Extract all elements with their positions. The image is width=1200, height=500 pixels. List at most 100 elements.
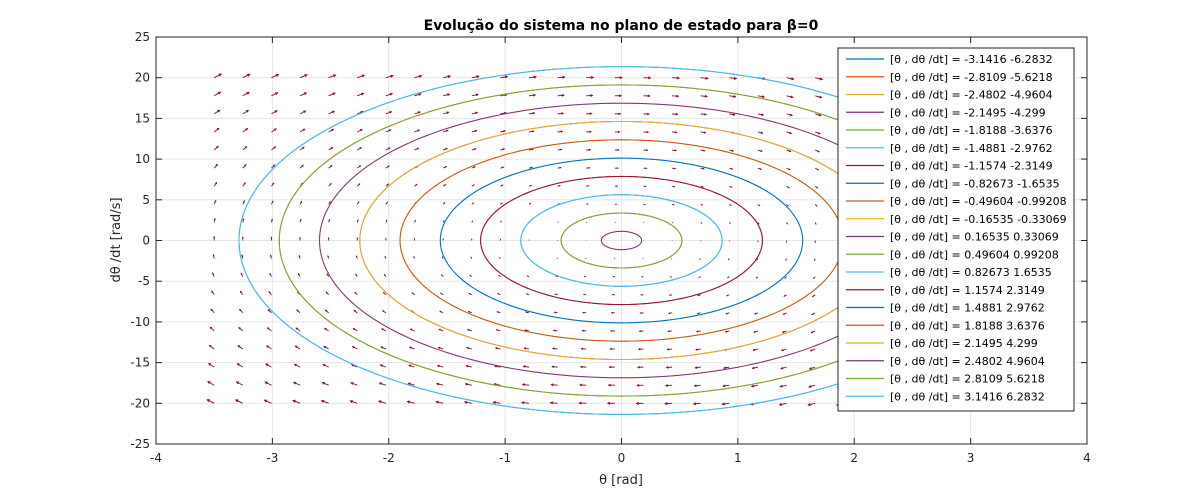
vector-arrow-head bbox=[695, 348, 698, 351]
vector-arrow bbox=[378, 400, 387, 404]
vector-arrow-head bbox=[217, 91, 222, 95]
legend-entry: [θ , dθ /dt] = 2.1495 4.299 bbox=[890, 337, 1038, 350]
vector-arrow-head bbox=[298, 272, 300, 275]
vector-arrow bbox=[464, 401, 472, 404]
vector-arrow-head bbox=[617, 148, 620, 152]
vector-arrow-head bbox=[753, 330, 756, 333]
vector-arrow bbox=[815, 95, 822, 98]
vector-arrow bbox=[443, 75, 451, 79]
vector-arrow-head bbox=[240, 272, 243, 275]
vector-arrow-head bbox=[704, 94, 708, 98]
vector-arrow-head bbox=[730, 186, 733, 188]
x-tick-label: -4 bbox=[150, 451, 162, 465]
vector-arrow-head bbox=[524, 311, 528, 314]
vector-arrow-head bbox=[784, 277, 786, 279]
vector-arrow-head bbox=[504, 75, 509, 79]
vector-arrow-head bbox=[616, 167, 619, 169]
vector-arrow bbox=[443, 93, 450, 97]
vector-arrow bbox=[237, 363, 244, 368]
vector-arrow-head bbox=[389, 111, 393, 114]
vector-arrow-head bbox=[263, 399, 268, 403]
vector-arrow-head bbox=[666, 348, 670, 351]
vector-arrow-head bbox=[302, 128, 306, 131]
vector-arrow bbox=[235, 399, 244, 404]
vector-arrow-head bbox=[702, 186, 704, 188]
legend-entry: [θ , dθ /dt] = 0.16535 0.33069 bbox=[890, 231, 1059, 244]
vector-arrow bbox=[357, 74, 365, 79]
vector-arrow-head bbox=[446, 129, 449, 132]
vector-arrow bbox=[786, 95, 793, 98]
vector-arrow bbox=[557, 94, 564, 97]
vector-arrow-head bbox=[668, 312, 671, 315]
vector-arrow-head bbox=[579, 383, 583, 387]
vector-arrow bbox=[757, 95, 765, 98]
x-tick-label: -1 bbox=[499, 451, 511, 465]
vector-arrow-head bbox=[579, 365, 583, 369]
vector-arrow-head bbox=[266, 327, 270, 330]
chart-title: Evolução do sistema no plano de estado p… bbox=[424, 18, 819, 34]
vector-arrow-head bbox=[271, 200, 274, 203]
vector-arrow bbox=[328, 110, 335, 115]
vector-arrow-head bbox=[618, 94, 623, 98]
vector-arrow-head bbox=[787, 186, 790, 189]
vector-arrow bbox=[213, 91, 221, 97]
y-tick-label: 20 bbox=[135, 71, 150, 85]
vector-arrow-head bbox=[816, 186, 819, 189]
vector-arrow-head bbox=[646, 130, 650, 134]
vector-arrow-head bbox=[247, 73, 251, 77]
vector-arrow-head bbox=[440, 274, 443, 276]
vector-arrow-head bbox=[664, 402, 668, 406]
vector-arrow-head bbox=[268, 290, 271, 294]
vector-arrow-head bbox=[675, 131, 678, 134]
vector-arrow-head bbox=[435, 382, 440, 386]
vector-arrow bbox=[700, 95, 707, 97]
vector-arrow-head bbox=[272, 164, 276, 167]
vector-arrow-head bbox=[208, 344, 212, 348]
vector-arrow-head bbox=[379, 364, 383, 367]
vector-arrow-head bbox=[357, 219, 359, 221]
vector-arrow-head bbox=[466, 346, 469, 350]
vector-arrow-head bbox=[243, 200, 245, 203]
vector-arrow-head bbox=[552, 329, 556, 332]
vector-arrow bbox=[694, 384, 701, 387]
vector-arrow-head bbox=[215, 163, 218, 167]
vector-arrow-head bbox=[212, 272, 214, 275]
vector-arrow-head bbox=[523, 347, 527, 350]
vector-arrow-head bbox=[357, 201, 360, 204]
vector-arrow bbox=[815, 77, 823, 80]
y-tick-label: 0 bbox=[142, 234, 150, 248]
vector-arrow bbox=[299, 92, 307, 97]
vector-arrow-head bbox=[703, 149, 706, 152]
vector-arrow-head bbox=[274, 128, 277, 131]
vector-arrow-head bbox=[646, 112, 650, 116]
vector-arrow-head bbox=[665, 366, 669, 369]
vector-arrow-head bbox=[812, 277, 815, 280]
legend-entry: [θ , dθ /dt] = 3.1416 6.2832 bbox=[890, 390, 1045, 403]
x-tick-label: 1 bbox=[734, 451, 742, 465]
vector-arrow bbox=[557, 76, 565, 79]
vector-arrow-head bbox=[245, 109, 250, 113]
vector-arrow-head bbox=[267, 309, 270, 312]
legend-entry: [θ , dθ /dt] = 0.82673 1.6535 bbox=[890, 266, 1052, 279]
vector-arrow bbox=[808, 384, 816, 388]
vector-arrow-head bbox=[789, 131, 793, 135]
vector-arrow-head bbox=[269, 272, 272, 275]
vector-arrow-head bbox=[560, 130, 564, 133]
vector-arrow-head bbox=[722, 384, 726, 388]
vector-arrow-head bbox=[590, 75, 595, 79]
vector-arrow-head bbox=[437, 346, 441, 349]
vector-arrow-head bbox=[239, 308, 242, 312]
vector-arrow-head bbox=[818, 113, 822, 117]
legend-entry: [θ , dθ /dt] = -2.8109 -5.6218 bbox=[890, 71, 1053, 84]
vector-arrow-head bbox=[301, 164, 304, 167]
vector-arrow-head bbox=[378, 382, 383, 386]
vector-arrow-head bbox=[812, 295, 814, 298]
vector-arrow-head bbox=[521, 401, 525, 405]
vector-arrow bbox=[265, 363, 272, 368]
vector-arrow-head bbox=[324, 309, 328, 312]
vector-arrow-head bbox=[293, 363, 297, 367]
vector-arrow-head bbox=[353, 309, 356, 312]
vector-arrow-head bbox=[212, 254, 215, 257]
vector-arrow-head bbox=[236, 363, 240, 366]
vector-arrow-head bbox=[330, 164, 333, 168]
